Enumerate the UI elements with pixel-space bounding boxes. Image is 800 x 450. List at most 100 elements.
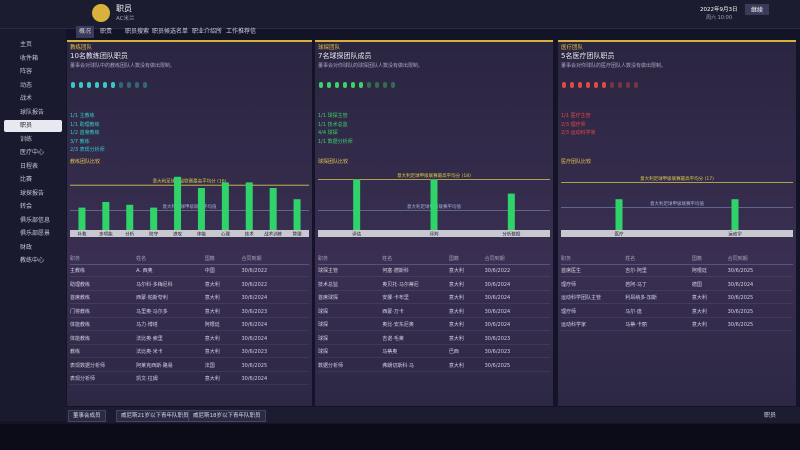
staff-count: 7名球探团队成员 (318, 52, 372, 60)
table-cell: 巴西 (448, 349, 459, 355)
column-header[interactable]: 国籍 (204, 256, 215, 262)
table-row[interactable]: 门将教练 马里奥·马尔多 意大利 30/6/2023 (70, 307, 309, 318)
sidebar-item[interactable]: 球探报告 (20, 189, 45, 197)
sidebar-item[interactable]: 比赛 (20, 176, 33, 183)
staff-icon (610, 82, 614, 88)
footer-button[interactable]: 威尼斯18岁以下青年队职员 (188, 410, 266, 422)
x-tick-label: 防守 (149, 231, 158, 238)
x-tick-label: 战术训练 (264, 231, 282, 238)
sidebar-item[interactable]: 教练中心 (20, 257, 45, 264)
role-legend: 1/2 首席教练 (70, 130, 100, 136)
tab[interactable]: 职员候选名单 (152, 28, 189, 35)
sidebar-item[interactable]: 球队报告 (20, 108, 45, 116)
table-header: 职务 姓名 国籍 合同到期 (561, 254, 793, 265)
role-legend: 1/1 主教练 (70, 113, 95, 119)
sidebar-item[interactable]: 主页 (20, 41, 33, 48)
tab[interactable]: 概况 (76, 26, 95, 38)
table-row[interactable]: 主教练 A. 西奥 中国 30/6/2022 (70, 266, 309, 277)
footer-button[interactable]: 威尼斯21岁以下青年队职员 (116, 410, 194, 422)
bar-chart: 意大利足球甲级联赛最高平均分 (18)意大利足球甲级联赛平均值评估评判分析数据 (318, 172, 550, 238)
column-header[interactable]: 姓名 (625, 256, 636, 262)
tab[interactable]: 工作推荐信 (226, 28, 257, 35)
sidebar-item[interactable]: 俱乐部愿景 (20, 230, 51, 237)
table-row[interactable]: 首席医生 吉尔·阿里 阿根廷 30/6/2025 (561, 266, 793, 277)
table-row[interactable]: 球探主管 何塞·德斯科 意大利 30/6/2022 (318, 266, 550, 277)
role-legend: 1/1 球探主管 (318, 113, 348, 119)
tab[interactable]: 职责 (100, 28, 113, 35)
column-header[interactable]: 国籍 (448, 256, 459, 262)
table-row[interactable]: 助理教练 马尔科·多梅尼科 意大利 30/6/2022 (70, 280, 309, 291)
column-header[interactable]: 国籍 (691, 256, 702, 262)
column-header[interactable]: 职务 (70, 256, 81, 262)
table-row[interactable]: 球探 奥比·安东尼奥 意大利 30/6/2024 (318, 320, 550, 331)
table-row[interactable]: 表现分析师 凯文·拉姆 意大利 30/6/2024 (70, 374, 309, 385)
column-header[interactable]: 合同到期 (727, 256, 748, 262)
table-row[interactable]: 理疗师 马尔·庞 意大利 30/6/2025 (561, 307, 793, 318)
table-row[interactable]: 技术总监 奥贝托·马尔蒂尼 意大利 30/6/2024 (318, 280, 550, 291)
column-header[interactable]: 姓名 (136, 256, 147, 262)
table-row[interactable]: 理疗师 若阿·马丁 德国 30/6/2024 (561, 280, 793, 291)
table-cell: 中国 (204, 268, 215, 274)
table-row[interactable]: 运动科学团队主管 利昂纳多·加斯 意大利 30/6/2025 (561, 293, 793, 304)
column-header[interactable]: 职务 (561, 256, 572, 262)
footer-button[interactable]: 董事会成员 (68, 410, 106, 422)
footer-right[interactable]: 职员 (764, 412, 777, 419)
table-row[interactable]: 数据分析师 弗朗切斯科·马 意大利 30/6/2025 (318, 361, 550, 372)
sidebar-item[interactable]: 职员 (4, 120, 62, 132)
sidebar-item[interactable]: 收件箱 (20, 54, 39, 62)
staff-icon (618, 82, 622, 88)
sidebar-item[interactable]: 训练 (20, 135, 33, 143)
table-cell: 30/6/2024 (241, 322, 268, 328)
table-row[interactable]: 体能教练 马力·博塔 阿根廷 30/6/2024 (70, 320, 309, 331)
table-row[interactable]: 球探 西蒙·万卡 意大利 30/6/2024 (318, 307, 550, 318)
sidebar-item[interactable]: 俱乐部信息 (20, 216, 51, 224)
table-cell: 阿莱克西斯·路易 (136, 362, 173, 369)
column-header[interactable]: 姓名 (382, 256, 393, 262)
sidebar-item[interactable]: 动态 (20, 81, 33, 89)
sidebar-item[interactable]: 日程表 (20, 162, 39, 170)
staff-icon (143, 82, 147, 88)
tab[interactable]: 职员搜索 (125, 28, 150, 35)
table-cell: 意大利 (691, 308, 707, 315)
bar (293, 199, 301, 230)
table-row[interactable]: 球探 吉诺·毛莱 意大利 30/6/2023 (318, 334, 550, 345)
table-cell: 马力·博塔 (136, 322, 158, 328)
tab[interactable]: 职业介绍所 (192, 28, 223, 35)
staff-count: 5名医疗团队职员 (561, 52, 615, 60)
reference-label: 意大利足球甲级联赛最高平均分 (18) (397, 172, 471, 179)
table-row[interactable]: 表现数据分析师 阿莱克西斯·路易 法国 30/6/2025 (70, 361, 309, 372)
staff-icon (626, 82, 630, 88)
table-cell: 意大利 (448, 281, 464, 288)
table-row[interactable]: 首席球探 安娜·卡布里 意大利 30/6/2024 (318, 293, 550, 304)
table-cell: 表现分析师 (70, 376, 96, 382)
chart-floor (70, 230, 309, 237)
sidebar-item[interactable]: 财政 (20, 243, 33, 251)
panel-header: 教练团队 (70, 45, 93, 51)
table-row[interactable]: 球探 马蒂奥 巴西 30/6/2023 (318, 347, 550, 358)
column-header[interactable]: 职务 (318, 256, 329, 262)
bar (221, 182, 229, 230)
table-cell: 体能教练 (70, 335, 91, 342)
table-row[interactable]: 运动科学家 马蒂·卡丽 意大利 30/6/2025 (561, 320, 793, 331)
table-row[interactable]: 体能教练 法比奥·索里 意大利 30/6/2024 (70, 334, 309, 345)
staff-icon (351, 82, 355, 88)
sidebar-item[interactable]: 战术 (20, 95, 33, 102)
staff-icon (327, 82, 331, 88)
panel-header: 球探团队 (318, 45, 341, 51)
column-header[interactable]: 合同到期 (484, 256, 505, 262)
sidebar-item[interactable]: 医疗中心 (20, 149, 45, 156)
table-row[interactable]: 首席教练 西蒙·帕斯夸利 意大利 30/6/2024 (70, 293, 309, 304)
table-cell: 主教练 (70, 268, 86, 274)
role-legend: 1/1 医疗主管 (561, 113, 591, 119)
table-row[interactable]: 教练 法比奥·米卡 意大利 30/6/2023 (70, 347, 309, 358)
role-legend: 1/1 技术总监 (318, 121, 348, 128)
table-cell: 吉诺·毛莱 (382, 335, 404, 342)
table-cell: 弗朗切斯科·马 (382, 362, 414, 369)
bar (126, 204, 134, 230)
table-cell: 意大利 (448, 268, 464, 274)
sidebar-item[interactable]: 转会 (20, 203, 33, 210)
sidebar-item[interactable]: 阵容 (20, 68, 33, 75)
table-cell: 运动科学家 (561, 322, 587, 328)
column-header[interactable]: 合同到期 (241, 256, 262, 262)
continue-button[interactable]: 继续 (745, 4, 770, 15)
